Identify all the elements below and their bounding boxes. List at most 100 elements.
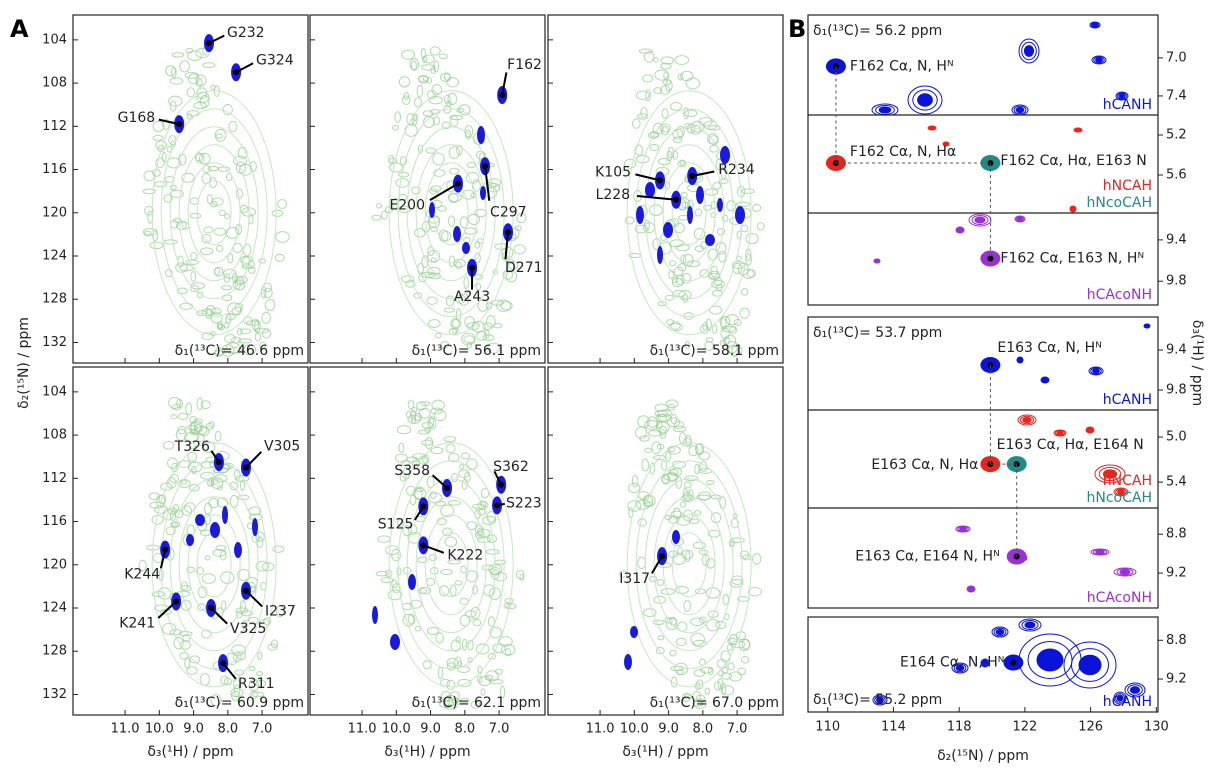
background-contour (270, 639, 279, 649)
background-contour (195, 74, 207, 86)
background-contour (486, 534, 498, 544)
y-tick-label: 132 (42, 335, 67, 350)
background-contour (733, 318, 742, 326)
x-tick-label: 11.0 (111, 722, 140, 737)
x-axis-label: δ₃(¹H) / ppm (147, 744, 233, 760)
background-contour (485, 315, 496, 328)
background-contour (704, 340, 714, 352)
background-contour (516, 212, 527, 224)
background-contour (670, 665, 685, 672)
peak-label: E163 Cα, N, Hα (871, 457, 978, 473)
x-tick-label: 126 (1078, 720, 1103, 735)
background-contour (214, 474, 228, 483)
contour (1014, 215, 1026, 223)
background-contour (410, 60, 417, 71)
background-contour (216, 323, 224, 330)
background-contour (460, 565, 467, 574)
background-contour (153, 505, 169, 514)
background-contour (210, 311, 223, 324)
background-contour (466, 341, 472, 349)
leader-line (635, 173, 661, 182)
background-contour (228, 120, 238, 133)
background-contour (201, 234, 212, 244)
background-contour (712, 182, 722, 190)
background-contour (209, 177, 217, 189)
background-contour (458, 104, 471, 116)
background-contour (682, 437, 693, 447)
background-contour (421, 64, 436, 71)
background-contour (735, 255, 742, 261)
y-tick-label: 128 (42, 292, 67, 307)
background-contour (694, 245, 705, 253)
contour (1090, 22, 1100, 28)
peak-label: F162 (507, 57, 542, 73)
background-contour (199, 247, 214, 256)
background-contour (229, 494, 239, 508)
background-contour (234, 302, 244, 312)
peak-label: D271 (505, 260, 543, 276)
background-contour (180, 599, 192, 611)
background-contour (215, 133, 223, 139)
background-contour (682, 253, 694, 267)
background-contour (245, 320, 260, 326)
background-contour (221, 344, 235, 357)
background-contour (163, 194, 173, 203)
background-contour (173, 636, 184, 650)
background-contour (186, 566, 196, 573)
contour (957, 227, 963, 233)
background-contour (205, 304, 216, 316)
background-contour (402, 525, 412, 537)
background-contour (519, 573, 525, 581)
background-contour (227, 253, 234, 264)
background-contour (663, 71, 670, 80)
background-contour (451, 327, 459, 334)
background-contour (472, 618, 482, 627)
background-contour (417, 144, 424, 154)
background-contour (142, 228, 158, 236)
contour (956, 227, 964, 233)
plot-area (872, 618, 1146, 706)
background-contour (673, 420, 685, 430)
background-contour (463, 276, 469, 290)
background-contour (737, 667, 747, 676)
contour (876, 696, 884, 704)
x-axis-label: δ₃(¹H) / ppm (622, 744, 708, 760)
contour (195, 514, 205, 526)
contour (966, 585, 976, 593)
background-contour (477, 299, 489, 312)
contour (1070, 206, 1076, 212)
background-contour (681, 272, 692, 284)
background-contour (392, 124, 399, 131)
plot-area (142, 34, 290, 357)
background-contour (658, 425, 668, 435)
background-contour (179, 302, 194, 310)
background-contour (672, 150, 679, 160)
background-contour (175, 428, 187, 442)
background-contour (686, 123, 696, 134)
contour (1144, 324, 1150, 328)
contour (186, 534, 194, 546)
background-contour (201, 173, 211, 184)
y-tick-label: 124 (42, 601, 67, 616)
background-contour (704, 188, 719, 196)
background-contour (394, 111, 401, 123)
background-contour (719, 315, 731, 328)
carbon-label: δ₁(¹³C)= 53.7 ppm (813, 325, 942, 341)
background-contour (425, 437, 434, 450)
background-contour (261, 562, 275, 572)
contour (1019, 415, 1035, 425)
contour (696, 186, 704, 204)
background-contour (420, 401, 431, 407)
panel-letter: A (10, 15, 29, 43)
background-contour (707, 666, 714, 675)
background-contour (444, 536, 458, 548)
background-contour (254, 332, 262, 342)
y-tick-label: 116 (42, 514, 67, 529)
leader-line (423, 544, 445, 554)
background-contour (187, 50, 203, 61)
background-contour (443, 94, 451, 104)
background-contour (421, 255, 429, 269)
background-contour (441, 121, 451, 130)
contour (477, 126, 485, 144)
background-contour (217, 323, 225, 331)
